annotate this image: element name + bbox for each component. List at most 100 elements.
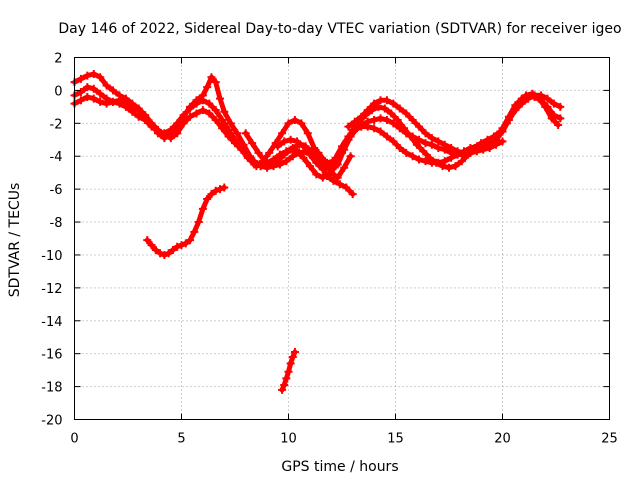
data-point — [415, 155, 424, 164]
data-point — [177, 241, 186, 250]
data-point — [370, 124, 379, 133]
data-point — [226, 119, 235, 128]
data-point — [541, 102, 550, 111]
data-point — [203, 83, 212, 92]
data-point — [389, 99, 398, 108]
data-point — [160, 130, 169, 139]
data-point — [522, 91, 531, 100]
data-point — [109, 97, 118, 106]
series-track-8 — [143, 183, 229, 259]
x-tick-label: 10 — [280, 432, 297, 447]
data-point — [457, 157, 466, 166]
data-point — [447, 153, 456, 162]
data-point — [186, 112, 195, 121]
chart-title: Day 146 of 2022, Sidereal Day-to-day VTE… — [58, 21, 621, 37]
data-point — [333, 173, 342, 182]
data-point — [280, 380, 289, 389]
chart-series — [70, 69, 565, 394]
data-point — [166, 125, 175, 134]
data-point — [216, 94, 225, 103]
x-axis-label: GPS time / hours — [281, 459, 398, 475]
data-point — [316, 155, 325, 164]
data-point — [241, 129, 250, 138]
data-point — [340, 163, 349, 172]
data-point — [496, 127, 505, 136]
data-point — [382, 116, 391, 125]
data-point — [153, 125, 162, 134]
data-point — [406, 132, 415, 141]
y-tick-label: -2 — [50, 117, 63, 132]
data-point — [348, 190, 357, 199]
data-point — [128, 102, 137, 111]
data-point — [102, 99, 111, 108]
data-point — [286, 145, 295, 154]
data-point — [216, 185, 225, 194]
data-point — [453, 147, 462, 156]
data-point — [181, 239, 190, 248]
data-point — [211, 78, 220, 87]
data-point — [534, 94, 543, 103]
data-point — [192, 109, 201, 118]
data-point — [434, 137, 443, 146]
data-point — [363, 122, 372, 131]
data-point — [412, 140, 421, 149]
data-point — [280, 150, 289, 159]
y-tick-label: -8 — [50, 216, 63, 231]
data-point — [205, 99, 214, 108]
data-point — [76, 74, 85, 83]
data-point — [164, 249, 173, 258]
data-point — [447, 144, 456, 152]
y-tick-label: 2 — [54, 52, 62, 67]
data-point — [273, 142, 282, 151]
data-point — [109, 86, 118, 95]
data-point — [198, 106, 207, 115]
data-point — [156, 249, 165, 258]
data-point — [402, 109, 411, 118]
data-point — [466, 148, 475, 157]
data-point — [318, 173, 327, 182]
data-point — [254, 148, 263, 157]
y-tick-label: -20 — [41, 414, 62, 429]
data-point — [186, 104, 195, 113]
data-point — [186, 236, 195, 245]
data-point — [376, 127, 385, 136]
data-point — [415, 122, 424, 131]
data-point — [389, 119, 398, 128]
data-point — [382, 96, 391, 105]
data-point — [348, 125, 357, 134]
data-point — [421, 157, 430, 166]
data-point — [479, 145, 488, 154]
data-point — [211, 116, 220, 125]
data-point — [243, 152, 252, 161]
data-point — [402, 148, 411, 157]
data-point — [76, 96, 85, 105]
data-point — [293, 137, 302, 146]
data-point — [335, 180, 344, 189]
data-point — [554, 120, 563, 129]
data-point — [498, 137, 507, 146]
data-point — [440, 140, 449, 149]
x-tick-label: 0 — [70, 432, 78, 447]
data-point — [83, 71, 92, 80]
data-point — [427, 134, 436, 143]
data-point — [483, 135, 492, 144]
data-point — [438, 162, 447, 171]
data-point — [440, 157, 449, 166]
data-point — [278, 129, 287, 138]
data-point — [121, 99, 130, 108]
x-tick-label: 20 — [494, 432, 511, 447]
data-point — [151, 246, 160, 255]
data-point — [211, 106, 220, 115]
data-point — [421, 139, 430, 148]
data-point — [205, 109, 214, 118]
data-point — [286, 359, 295, 368]
data-point — [556, 114, 565, 123]
data-point — [472, 147, 481, 156]
data-point — [346, 152, 355, 161]
data-point — [280, 137, 289, 146]
data-point — [168, 246, 177, 255]
x-tick-label: 25 — [601, 432, 618, 447]
data-point — [211, 186, 220, 195]
data-point — [395, 144, 404, 152]
x-tick-label: 15 — [387, 432, 404, 447]
